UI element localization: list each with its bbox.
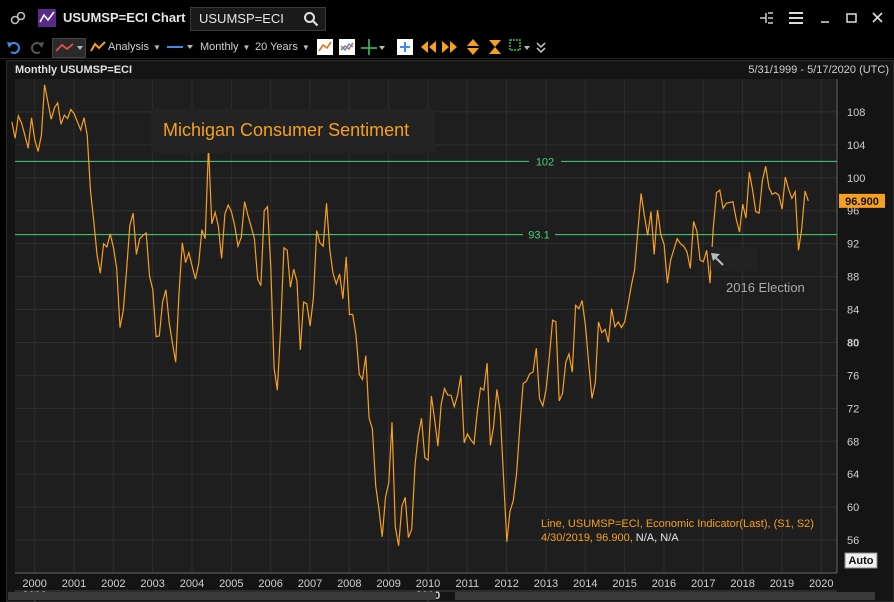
- x-tick-label: 2010: [416, 578, 440, 590]
- x-tick-label: 2005: [219, 578, 243, 590]
- chevron-down-icon: ▼: [152, 43, 161, 52]
- y-tick-label: 72: [847, 403, 859, 415]
- x-tick-label: 2019: [770, 578, 794, 590]
- chart-panel: Monthly USUMSP=ECI 5/31/1999 - 5/17/2020…: [6, 60, 894, 602]
- line-icon[interactable]: [165, 38, 195, 56]
- reference-line-label-bg: [529, 154, 561, 169]
- x-tick-label: 2002: [101, 578, 125, 590]
- y-tick-label: 56: [847, 535, 859, 547]
- line-style-button[interactable]: [52, 38, 86, 58]
- interval-dropdown[interactable]: Monthly ▼: [200, 38, 250, 56]
- reference-line-label-bg: [523, 227, 555, 242]
- x-tick-label: 2009: [376, 578, 400, 590]
- y-tick-label: 60: [847, 502, 859, 514]
- chart-header: Monthly USUMSP=ECI 5/31/1999 - 5/17/2020…: [7, 61, 893, 79]
- x-tick-label: 2016: [652, 578, 676, 590]
- y-tick-label: 64: [847, 469, 859, 481]
- analysis-icon: [90, 41, 106, 52]
- x-tick-label: 2014: [573, 578, 597, 590]
- line-style-icon: [55, 43, 83, 52]
- scrollbar-left[interactable]: [8, 592, 436, 600]
- range-dropdown[interactable]: 20 Years ▼: [255, 38, 310, 56]
- more-options-icon[interactable]: [532, 38, 550, 56]
- annotation-arrow-shaft: [713, 255, 724, 266]
- overlay-chart-icon[interactable]: [338, 38, 356, 56]
- ric-search-box: [190, 7, 326, 31]
- chart-instrument-title: Monthly USUMSP=ECI: [15, 64, 133, 76]
- x-tick-label: 2012: [494, 578, 518, 590]
- maximize-icon[interactable]: [843, 9, 861, 27]
- x-tick-label: 2004: [180, 578, 204, 590]
- chart-canvas[interactable]: 56 60 64 68 72 76 80 84 88 92 96 100 104 108 2000 2001 2…: [7, 61, 893, 601]
- x-tick-label: 2017: [691, 578, 715, 590]
- chart-title-box: [151, 109, 435, 153]
- close-icon[interactable]: [869, 9, 887, 27]
- x-tick-label: 2020: [809, 578, 833, 590]
- legend-na-values: N/A, N/A: [633, 532, 680, 544]
- chevron-down-icon: ▼: [242, 43, 251, 52]
- chart-app-icon: [38, 9, 56, 27]
- analysis-dropdown[interactable]: Analysis ▼: [108, 38, 161, 56]
- menu-icon[interactable]: [787, 9, 805, 27]
- minimize-icon[interactable]: [817, 9, 835, 27]
- x-tick-label: 2011: [455, 578, 479, 590]
- chart-toolbar: Analysis ▼ Monthly ▼ 20 Years ▼: [0, 36, 894, 59]
- scroll-right-icon[interactable]: [441, 38, 459, 56]
- series-line: [11, 84, 809, 546]
- chevron-down-icon: ▼: [301, 43, 310, 52]
- annotation-label: 2016 Election: [726, 280, 805, 295]
- window-title: USUMSP=ECI Chart: [63, 10, 186, 25]
- legend-line-2: 4/30/2019, 96.900, N/A, N/A: [541, 532, 679, 544]
- scale-up-down-icon[interactable]: [464, 38, 482, 56]
- y-tick-label: 108: [847, 107, 865, 119]
- y-tick-label: 80: [847, 337, 859, 349]
- y-tick-label: 76: [847, 370, 859, 382]
- y-tick-label: 104: [847, 140, 865, 152]
- x-tick-label: 2000: [22, 578, 46, 590]
- interval-label: Monthly: [200, 41, 239, 53]
- legend-line-1: Line, USUMSP=ECI, Economic Indicator(Las…: [541, 518, 814, 530]
- x-tick-label: 2015: [612, 578, 636, 590]
- y-tick-label: 68: [847, 436, 859, 448]
- plot-area: [15, 79, 837, 573]
- x-tick-label: 2003: [140, 578, 164, 590]
- annotation-arrow-box: [711, 247, 757, 271]
- last-value-label: 96.900: [845, 196, 879, 208]
- zoom-box-icon[interactable]: [396, 38, 414, 56]
- reference-line-label: 93.1: [528, 230, 549, 242]
- scrollbar-right[interactable]: [455, 592, 875, 600]
- redo-icon[interactable]: [28, 38, 46, 56]
- tree-view-icon[interactable]: [757, 9, 775, 27]
- chart-title: Michigan Consumer Sentiment: [163, 120, 409, 140]
- x-tick-label: 2006: [258, 578, 282, 590]
- scroll-left-icon[interactable]: [419, 38, 437, 56]
- x-tick-label: 2008: [337, 578, 361, 590]
- search-icon[interactable]: [303, 11, 319, 27]
- analysis-label: Analysis: [108, 41, 149, 53]
- y-tick-label: 84: [847, 305, 859, 317]
- crosshair-icon[interactable]: [360, 38, 386, 56]
- last-value-tag: [839, 193, 885, 208]
- chart-date-range: 5/31/1999 - 5/17/2020 (UTC): [748, 64, 889, 76]
- auto-scale-label[interactable]: Auto: [848, 555, 873, 567]
- title-bar: USUMSP=ECI Chart: [0, 0, 894, 36]
- x-tick-label: 2018: [730, 578, 754, 590]
- y-tick-label: 92: [847, 239, 859, 251]
- auto-scale-button[interactable]: [844, 552, 878, 569]
- undo-icon[interactable]: [5, 38, 23, 56]
- scale-fit-icon[interactable]: [486, 38, 504, 56]
- y-tick-label: 96: [847, 206, 859, 218]
- x-tick-label: 2007: [298, 578, 322, 590]
- y-tick-label: 100: [847, 173, 865, 185]
- reference-line-label: 102: [536, 156, 554, 168]
- y-tick-label: 88: [847, 272, 859, 284]
- range-label: 20 Years: [255, 41, 298, 53]
- link-icon[interactable]: [9, 9, 27, 27]
- x-tick-label: 2001: [62, 578, 86, 590]
- chart-type-icon[interactable]: [316, 38, 334, 56]
- select-area-icon[interactable]: [508, 38, 532, 56]
- ric-input[interactable]: [199, 11, 299, 26]
- x-tick-label: 2013: [534, 578, 558, 590]
